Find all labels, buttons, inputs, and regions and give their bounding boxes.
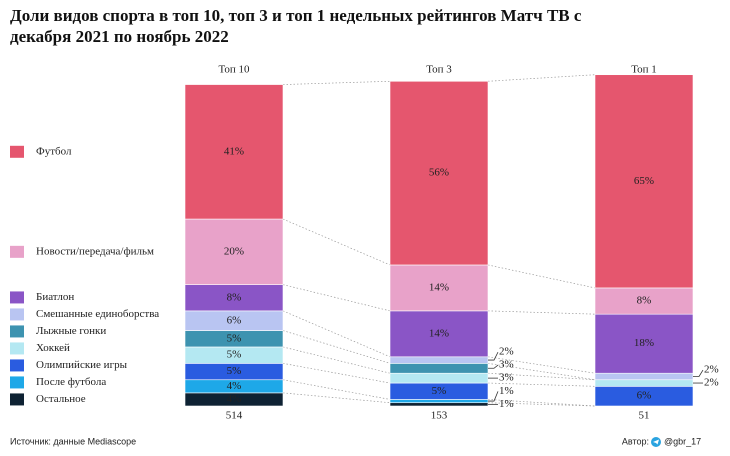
value-label: 3%: [499, 359, 514, 371]
value-label: 1%: [499, 398, 514, 410]
value-label: 8%: [637, 295, 652, 307]
column-label: Топ 10: [218, 64, 250, 76]
connector: [282, 392, 391, 404]
value-label: 56%: [429, 167, 449, 179]
bar-segment: [594, 74, 694, 289]
value-label: 2%: [499, 346, 514, 358]
legend-label: Новости/передача/фильм: [36, 245, 154, 257]
bar-segment: [389, 363, 489, 374]
legend-swatch: [10, 245, 24, 258]
legend-label: Футбол: [36, 145, 72, 157]
bar-segment: [184, 84, 284, 220]
connector: [487, 310, 596, 315]
value-label: 5%: [432, 385, 447, 397]
value-label: 5%: [227, 365, 242, 377]
value-label: 4%: [227, 393, 242, 405]
bar-segment: [389, 264, 489, 312]
legend-swatch: [10, 376, 24, 389]
value-label: 20%: [224, 245, 244, 257]
bar-segment: [184, 218, 284, 285]
value-label: 2%: [704, 377, 719, 389]
value-label: 18%: [634, 337, 654, 349]
connector: [282, 330, 391, 364]
legend-label: Смешанные единоборства: [36, 308, 159, 320]
legend-swatch: [10, 308, 24, 321]
value-label: 65%: [634, 175, 654, 187]
legend-swatch: [10, 325, 24, 338]
connector: [282, 379, 391, 400]
legend-swatch: [10, 342, 24, 355]
bar-segment: [389, 80, 489, 266]
value-label: 5%: [227, 332, 242, 344]
value-label: 6%: [227, 314, 242, 326]
legend-label: Хоккей: [36, 342, 70, 354]
legend-label: После футбола: [36, 376, 106, 388]
legend-swatch: [10, 145, 24, 158]
connector: [282, 218, 391, 266]
connector: [282, 284, 391, 312]
bar-segment: [389, 399, 489, 404]
column-total: 153: [431, 410, 448, 422]
value-label: 4%: [227, 380, 242, 392]
connector: [282, 346, 391, 374]
legend-label: Лыжные гонки: [36, 325, 106, 337]
value-label: 1%: [499, 385, 514, 397]
value-label: 2%: [704, 364, 719, 376]
bar-segment: [389, 372, 489, 384]
bar-segment: [594, 313, 694, 374]
value-label: 5%: [227, 349, 242, 361]
bar-segment: [389, 356, 489, 364]
value-label: 6%: [637, 390, 652, 402]
value-label: 3%: [499, 372, 514, 384]
legend-label: Остальное: [36, 393, 86, 405]
connector: [487, 382, 596, 387]
connector: [282, 310, 391, 358]
connector: [487, 363, 596, 381]
bar-segment: [184, 284, 284, 312]
value-label: 8%: [227, 291, 242, 303]
connector: [487, 356, 596, 374]
value-label: 14%: [429, 281, 449, 293]
connector: [487, 399, 596, 407]
label-leader: [488, 391, 499, 402]
column-total: 514: [226, 410, 243, 422]
telegram-icon-plane: [653, 439, 659, 445]
label-leader: [693, 369, 704, 377]
legend-swatch: [10, 291, 24, 304]
bar-segment: [594, 372, 694, 381]
value-label: 14%: [429, 327, 449, 339]
value-label: 41%: [224, 145, 244, 157]
label-leader: [488, 351, 499, 361]
legend-label: Олимпийские игры: [36, 359, 128, 371]
legend-label: Биатлон: [36, 291, 74, 303]
author-label: Автор:: [622, 436, 649, 446]
connector: [282, 80, 391, 85]
label-leader: [488, 364, 499, 369]
author: @gbr_17: [664, 436, 701, 446]
legend-swatch: [10, 359, 24, 372]
column-label: Топ 1: [631, 64, 657, 76]
connector: [487, 402, 596, 407]
connector: [487, 372, 596, 381]
column-label: Топ 3: [426, 64, 452, 76]
legend-swatch: [10, 393, 24, 406]
source: Источник: данные Mediascope: [10, 436, 136, 446]
bar-segment: [594, 379, 694, 387]
bar-segment: [594, 287, 694, 315]
connector: [282, 363, 391, 384]
connector: [487, 264, 596, 289]
bar-segment: [389, 310, 489, 358]
chart-title: Доли видов спорта в топ 10, топ 3 и топ …: [10, 6, 582, 46]
connector: [487, 74, 596, 82]
column-total: 51: [639, 410, 650, 422]
bar-segment: [389, 402, 489, 407]
